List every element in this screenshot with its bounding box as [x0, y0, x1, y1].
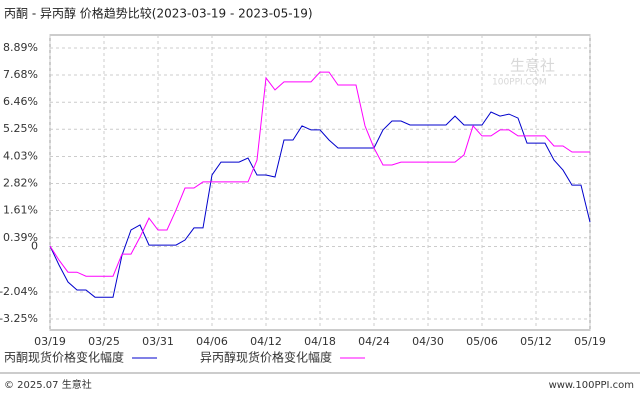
x-tick-label: 03/31	[142, 335, 174, 348]
x-tick-label: 05/06	[466, 335, 498, 348]
legend-label: 异丙醇现货价格变化幅度	[200, 350, 332, 365]
y-tick-label: 7.68%	[3, 68, 38, 81]
footer-left: © 2025.07 生意社	[4, 378, 92, 391]
x-tick-label: 04/12	[250, 335, 282, 348]
watermark: 100PPI.COM	[492, 78, 547, 88]
chart-title: 丙酮 - 异丙醇 价格趋势比较(2023-03-19 - 2023-05-19)	[4, 6, 313, 21]
series-line	[49, 71, 590, 277]
y-tick-label: 0	[31, 239, 38, 252]
x-tick-label: 04/06	[196, 335, 228, 348]
x-tick-label: 04/18	[304, 335, 336, 348]
y-tick-label: 8.89%	[3, 41, 38, 54]
y-tick-label: 1.61%	[3, 204, 38, 217]
series-line	[49, 111, 591, 298]
y-tick-label: 5.25%	[3, 122, 38, 135]
legend-label: 丙酮现货价格变化幅度	[4, 350, 124, 365]
x-tick-label: 04/30	[412, 335, 444, 348]
footer-right: www.100PPI.com	[549, 380, 634, 391]
y-tick-label: -2.04%	[0, 285, 38, 298]
x-tick-label: 04/24	[358, 335, 390, 348]
y-tick-label: 2.82%	[3, 177, 38, 190]
y-tick-label: 6.46%	[3, 95, 38, 108]
x-tick-label: 05/19	[574, 335, 606, 348]
y-tick-label: 0.39%	[3, 231, 38, 244]
y-tick-label: -3.25%	[0, 312, 38, 325]
watermark: 生意社	[510, 57, 555, 75]
x-tick-label: 03/25	[88, 335, 120, 348]
y-tick-label: 4.03%	[3, 149, 38, 162]
x-tick-label: 05/12	[520, 335, 552, 348]
x-tick-label: 03/19	[34, 335, 66, 348]
